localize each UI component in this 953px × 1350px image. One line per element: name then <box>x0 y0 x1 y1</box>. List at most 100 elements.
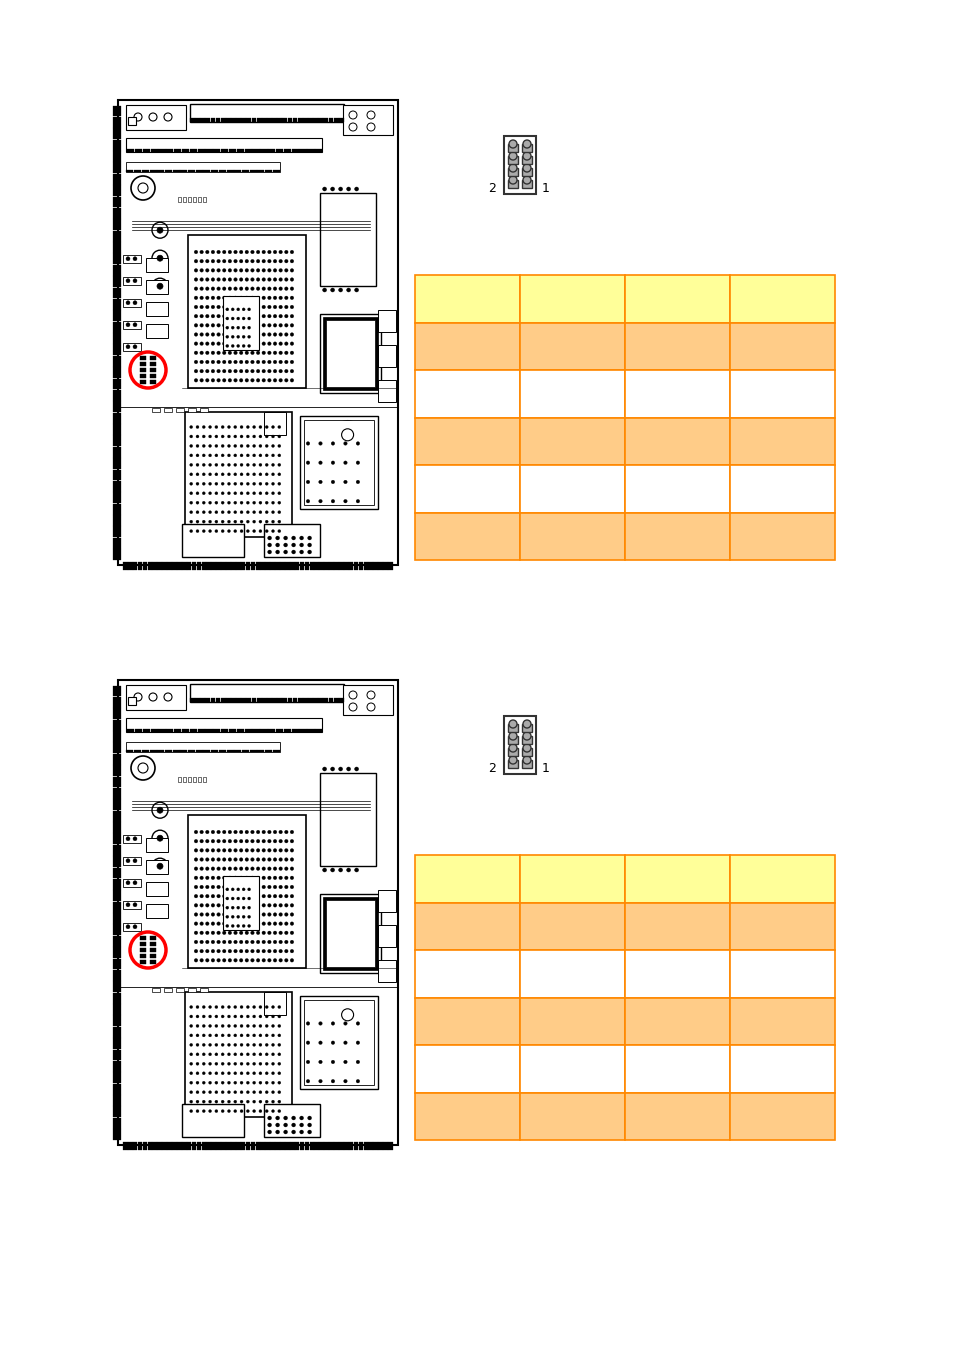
Circle shape <box>205 286 209 290</box>
Circle shape <box>290 867 294 871</box>
Circle shape <box>253 1015 255 1018</box>
Circle shape <box>195 463 199 466</box>
Circle shape <box>277 1110 280 1112</box>
Bar <box>112 1072 121 1083</box>
Circle shape <box>228 324 232 327</box>
Circle shape <box>222 922 226 926</box>
Bar <box>507 157 517 163</box>
Bar <box>256 117 261 121</box>
Circle shape <box>205 278 209 281</box>
Circle shape <box>216 903 220 907</box>
Circle shape <box>214 1006 217 1008</box>
Circle shape <box>355 441 359 446</box>
Bar <box>123 277 141 285</box>
Bar <box>363 562 368 570</box>
Circle shape <box>221 425 224 428</box>
Bar <box>128 117 136 126</box>
Bar <box>319 1142 324 1150</box>
Circle shape <box>290 876 294 880</box>
Bar <box>112 1049 121 1060</box>
Bar <box>328 698 333 702</box>
Circle shape <box>227 1072 231 1075</box>
Circle shape <box>307 1116 312 1120</box>
Circle shape <box>222 876 226 880</box>
Circle shape <box>236 344 239 347</box>
Circle shape <box>273 922 276 926</box>
Circle shape <box>245 840 249 842</box>
Bar <box>211 117 215 121</box>
Circle shape <box>205 867 209 871</box>
Circle shape <box>262 867 265 871</box>
Bar <box>729 275 834 323</box>
Circle shape <box>133 113 142 122</box>
Circle shape <box>258 444 262 447</box>
Circle shape <box>239 931 243 934</box>
Circle shape <box>248 896 251 900</box>
Bar <box>196 1142 201 1150</box>
Bar <box>275 148 283 153</box>
Circle shape <box>253 1100 255 1103</box>
Bar <box>507 144 517 153</box>
Circle shape <box>246 529 249 533</box>
Circle shape <box>262 370 265 373</box>
Bar <box>112 799 121 810</box>
Circle shape <box>233 830 237 834</box>
Circle shape <box>256 940 259 944</box>
Circle shape <box>262 922 265 926</box>
Circle shape <box>233 370 237 373</box>
Circle shape <box>262 342 265 346</box>
Bar <box>112 902 121 913</box>
Circle shape <box>233 876 237 880</box>
Circle shape <box>306 1060 310 1064</box>
Circle shape <box>199 958 203 963</box>
Bar <box>274 562 279 570</box>
Circle shape <box>199 867 203 871</box>
Bar <box>137 562 142 570</box>
Bar <box>183 197 186 202</box>
Circle shape <box>284 931 288 934</box>
Bar <box>227 749 233 752</box>
Bar <box>415 275 519 323</box>
Bar <box>226 1142 231 1150</box>
Bar <box>334 1142 338 1150</box>
Bar <box>112 139 121 150</box>
Bar <box>112 1027 121 1038</box>
Bar <box>246 698 251 702</box>
Circle shape <box>256 250 259 254</box>
Circle shape <box>290 840 294 842</box>
Circle shape <box>267 269 271 273</box>
Circle shape <box>190 1091 193 1094</box>
Circle shape <box>284 315 288 319</box>
Circle shape <box>214 1100 217 1103</box>
Bar <box>729 1092 834 1139</box>
Circle shape <box>190 482 193 485</box>
Circle shape <box>251 830 254 834</box>
Circle shape <box>202 444 205 447</box>
Circle shape <box>216 342 220 346</box>
Bar <box>521 736 532 744</box>
Bar <box>112 197 121 208</box>
Circle shape <box>267 351 271 355</box>
Circle shape <box>240 472 243 475</box>
Circle shape <box>233 305 237 309</box>
Bar <box>338 562 343 570</box>
Circle shape <box>222 296 226 300</box>
Circle shape <box>190 1034 193 1037</box>
Circle shape <box>209 1015 212 1018</box>
Bar <box>152 408 159 412</box>
Bar <box>146 302 168 316</box>
Circle shape <box>190 435 193 437</box>
Circle shape <box>194 278 197 281</box>
Circle shape <box>202 463 205 466</box>
Circle shape <box>256 857 259 861</box>
Circle shape <box>226 906 229 909</box>
Circle shape <box>239 886 243 888</box>
Bar <box>246 117 251 121</box>
Circle shape <box>126 859 130 863</box>
Circle shape <box>233 351 237 355</box>
Bar <box>123 923 141 930</box>
Circle shape <box>246 491 249 494</box>
Bar <box>368 1142 373 1150</box>
Circle shape <box>242 906 245 909</box>
Circle shape <box>278 840 282 842</box>
